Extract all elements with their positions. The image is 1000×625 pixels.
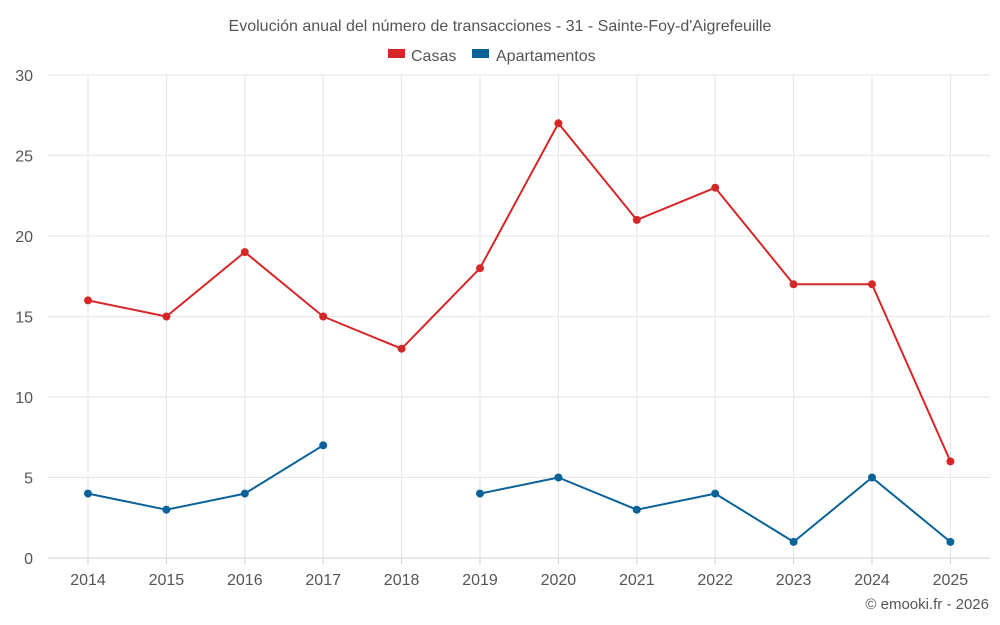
x-tick-label: 2025 [933,572,969,589]
legend-item-casas[interactable]: Casas [388,48,456,65]
data-point-casas[interactable]: Casas 2017: 15 [319,312,328,321]
data-point-casas[interactable]: Casas 2023: 17 [789,280,798,289]
legend: Casas Apartamentos [388,48,596,65]
x-tick-label: 2023 [776,572,812,589]
data-point-apartamentos[interactable]: Apartamentos 2020: 5 [554,473,563,482]
data-point-casas[interactable]: Casas 2018: 13 [397,344,406,353]
data-point-casas[interactable]: Casas 2015: 15 [162,312,171,321]
data-point-casas[interactable]: Casas 2020: 27 [554,119,563,128]
data-point-apartamentos[interactable]: Apartamentos 2022: 4 [711,489,720,498]
x-tick-label: 2016 [227,572,263,589]
x-tick-label: 2024 [854,572,890,589]
data-point-casas[interactable]: Casas 2021: 21 [632,215,641,224]
x-tick-label: 2014 [70,572,106,589]
x-tick-label: 2022 [697,572,733,589]
data-point-apartamentos[interactable]: Apartamentos 2015: 3 [162,505,171,514]
y-tick-label: 5 [24,471,33,488]
credit-text: © emooki.fr - 2026 [865,596,989,613]
data-point-casas[interactable]: Casas 2024: 17 [868,280,876,289]
data-point-apartamentos[interactable]: Apartamentos 2014: 4 [84,489,92,498]
x-tick-label: 2019 [462,572,498,589]
legend-swatch-apartamentos [472,49,489,58]
data-point-apartamentos[interactable]: Apartamentos 2025: 1 [946,537,955,546]
legend-item-apartamentos[interactable]: Apartamentos [472,48,596,65]
x-tick-label: 2015 [149,572,185,589]
x-tick-label: 2018 [384,572,420,589]
y-tick-label: 15 [15,310,33,327]
x-tick-label: 2021 [619,572,655,589]
y-tick-label: 25 [15,149,33,166]
legend-swatch-casas [388,49,405,58]
y-tick-label: 30 [15,68,33,85]
data-point-casas[interactable]: Casas 2019: 18 [476,264,484,273]
y-tick-label: 20 [15,229,33,246]
data-point-apartamentos[interactable]: Apartamentos 2024: 5 [868,473,876,482]
x-tick-label: 2017 [305,572,341,589]
legend-label-apartamentos: Apartamentos [496,48,596,65]
data-point-casas[interactable]: Casas 2025: 6 [946,457,955,466]
data-point-apartamentos[interactable]: Apartamentos 2017: 7 [319,441,328,450]
data-point-apartamentos[interactable]: Apartamentos 2021: 3 [632,505,641,514]
chart-title: Evolución anual del número de transaccio… [229,18,772,35]
y-tick-label: 0 [24,551,33,568]
data-point-apartamentos[interactable]: Apartamentos 2023: 1 [789,537,798,546]
data-point-apartamentos[interactable]: Apartamentos 2019: 4 [476,489,484,498]
series-line-casas [87,122,952,462]
legend-label-casas: Casas [411,48,456,65]
data-point-casas[interactable]: Casas 2014: 16 [84,296,92,305]
data-point-casas[interactable]: Casas 2016: 19 [240,248,249,257]
data-point-apartamentos[interactable]: Apartamentos 2016: 4 [240,489,249,498]
data-point-casas[interactable]: Casas 2022: 23 [711,183,720,192]
y-tick-label: 10 [15,390,33,407]
x-tick-label: 2020 [541,572,577,589]
series-line-apartamentos [87,444,324,511]
